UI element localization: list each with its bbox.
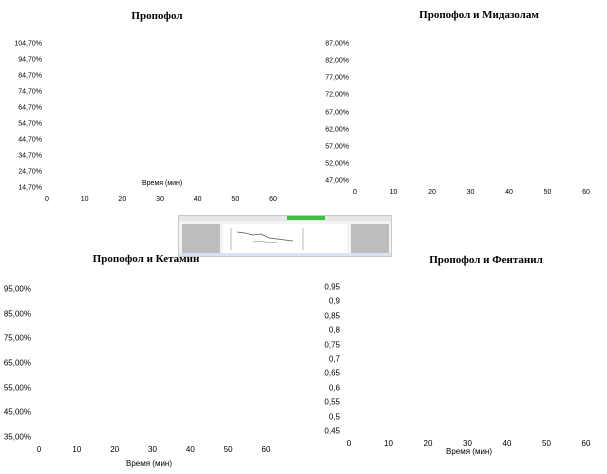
chart-title: Пропофол и Мидазолам [419, 9, 539, 21]
y-tick-label: 35,00% [3, 432, 31, 442]
y-tick-label: 64,70% [18, 104, 42, 112]
chart-title: Пропофол и Фентанил [429, 254, 543, 266]
y-tick-label: 87,00% [325, 40, 349, 48]
y-tick-label: 77,00% [325, 74, 349, 82]
y-tick-label: 82,00% [325, 57, 349, 65]
y-tick-label: 74,70% [18, 88, 42, 96]
y-tick-label: 0,8 [328, 325, 340, 335]
thumbnail-content [223, 224, 347, 254]
y-tick-label: 0,6 [328, 383, 340, 393]
y-tick-label: 75,00% [3, 333, 31, 343]
y-tick-label: 0,7 [328, 354, 340, 364]
x-tick-label: 30 [463, 439, 472, 448]
y-tick-label: 55,00% [3, 383, 31, 393]
x-axis-label: Время (мин) [142, 180, 183, 187]
x-tick-label: 60 [581, 439, 591, 448]
x-tick-label: 50 [223, 445, 233, 454]
x-tick-label: 10 [80, 196, 89, 203]
y-tick-label: 54,70% [18, 120, 42, 128]
x-tick-label: 0 [346, 439, 352, 448]
chart-title: Пропофол [131, 10, 183, 22]
thumbnail-status-bar [179, 253, 391, 256]
x-tick-label: 60 [582, 189, 590, 196]
x-tick-label: 50 [542, 439, 551, 448]
y-tick-label: 94,70% [18, 56, 42, 64]
x-tick-label: 60 [269, 196, 277, 203]
y-tick-label: 0,85 [324, 311, 340, 321]
x-tick-label: 40 [185, 445, 195, 454]
thumbnail-toolbar [179, 216, 391, 221]
y-tick-label: 0,95 [324, 282, 340, 292]
x-tick-label: 20 [428, 189, 436, 196]
x-tick-label: 10 [389, 189, 398, 196]
x-tick-label: 10 [72, 445, 82, 454]
y-tick-label: 0,45 [324, 426, 340, 436]
y-tick-label: 0,9 [328, 296, 340, 306]
x-tick-label: 0 [36, 445, 42, 454]
x-tick-label: 0 [45, 196, 49, 203]
x-tick-label: 20 [423, 439, 433, 448]
y-tick-label: 24,70% [18, 168, 42, 176]
y-tick-label: 45,00% [3, 407, 31, 417]
x-tick-label: 30 [148, 445, 157, 454]
x-tick-label: 0 [353, 189, 357, 196]
y-tick-label: 52,00% [325, 160, 349, 168]
x-tick-label: 30 [156, 196, 164, 203]
x-tick-label: 50 [231, 196, 240, 203]
x-tick-label: 20 [118, 196, 127, 203]
x-tick-label: 10 [384, 439, 393, 448]
y-tick-label: 57,00% [325, 143, 349, 151]
x-tick-label: 50 [543, 189, 552, 196]
y-tick-label: 0,65 [324, 368, 340, 378]
x-tick-label: 20 [110, 445, 120, 454]
x-tick-label: 40 [505, 189, 513, 196]
x-tick-label: 40 [502, 439, 512, 448]
y-tick-label: 72,00% [325, 91, 349, 99]
x-tick-label: 40 [193, 196, 202, 203]
x-axis-label: Время (мин) [446, 447, 493, 456]
x-tick-label: 30 [466, 189, 475, 196]
y-tick-label: 84,70% [18, 72, 42, 80]
y-tick-label: 14,70% [18, 184, 42, 192]
y-tick-label: 47,00% [325, 177, 349, 185]
thumbnail-accent-bar [287, 216, 325, 220]
y-tick-label: 67,00% [325, 109, 349, 116]
x-tick-label: 60 [261, 445, 271, 454]
thumbnail-left-pane [182, 224, 220, 254]
y-tick-label: 85,00% [3, 309, 31, 319]
thumbnail-right-pane [351, 224, 389, 254]
y-tick-label: 0,75 [324, 340, 340, 350]
y-tick-label: 62,00% [325, 126, 349, 134]
y-tick-label: 0,55 [324, 397, 340, 407]
thumbnail-chart-icon [230, 228, 304, 250]
chart-title: Пропофол и Кетамин [92, 253, 200, 265]
y-tick-label: 34,70% [18, 152, 42, 160]
y-tick-label: 44,70% [18, 136, 42, 144]
y-tick-label: 95,00% [3, 284, 31, 294]
y-tick-label: 65,00% [3, 358, 31, 368]
y-tick-label: 0,5 [328, 412, 340, 422]
x-axis-label: Время (мин) [126, 459, 173, 468]
embedded-screenshot-thumbnail [178, 215, 392, 257]
y-tick-label: 104,70% [14, 40, 42, 48]
